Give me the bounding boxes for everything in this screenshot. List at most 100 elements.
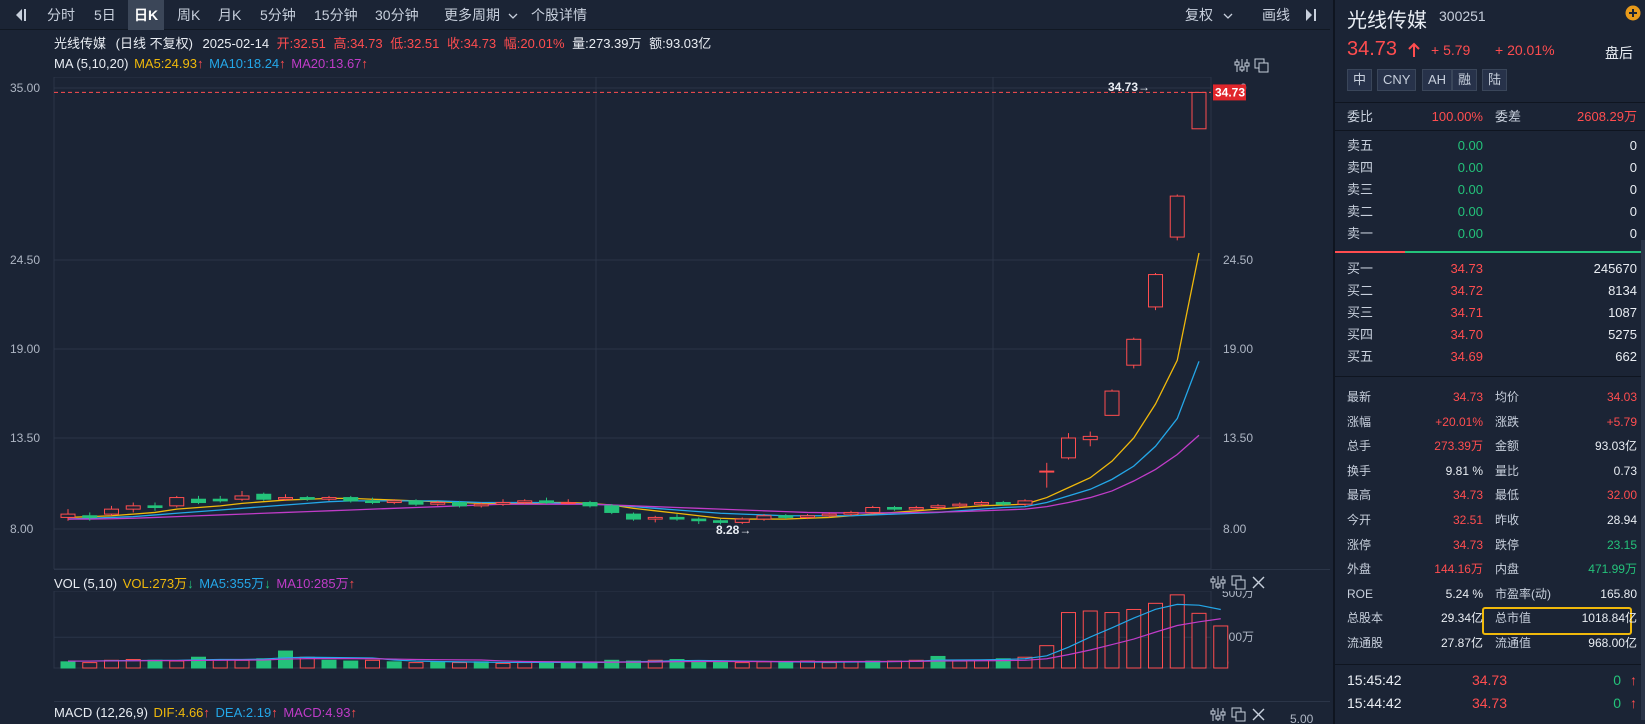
kline-grid — [53, 77, 1212, 569]
fuquan-dropdown[interactable]: 复权 — [1185, 0, 1233, 30]
vol-grid — [53, 591, 1212, 669]
ask-row[interactable]: 卖三 0.00 0 — [1347, 177, 1637, 202]
chevron-down-icon — [1223, 13, 1233, 19]
tab-15min[interactable]: 15分钟 — [314, 7, 358, 23]
candle — [952, 503, 968, 507]
more-periods-dropdown[interactable]: 更多周期 — [444, 0, 518, 30]
ask-row[interactable]: 卖五 0.00 0 — [1347, 133, 1637, 158]
vol-ma5-value: MA5:355万 — [199, 576, 265, 591]
volume-bar — [408, 662, 424, 669]
tab-fenshi[interactable]: 分时 — [47, 7, 75, 23]
prev-arrow-icon[interactable] — [14, 9, 30, 21]
bid-row[interactable]: 买三 34.71 1087 — [1347, 300, 1637, 325]
add-watchlist-icon[interactable] — [1625, 5, 1641, 21]
ask-row[interactable]: 卖一 0.00 0 — [1347, 221, 1637, 246]
bid-row[interactable]: 买二 34.72 8134 — [1347, 278, 1637, 303]
vol-tick-label: 200万 — [1222, 630, 1254, 644]
tab-stock-detail[interactable]: 个股详情 — [531, 7, 587, 23]
tag-zhong[interactable]: 中 — [1347, 69, 1373, 91]
vol-tick-label: 500万 — [1222, 591, 1254, 600]
bid-row[interactable]: 买一 34.73 245670 — [1347, 256, 1637, 281]
volume-bar — [343, 660, 359, 669]
ma10-line — [67, 361, 1200, 520]
tag-ah[interactable]: AH — [1422, 69, 1453, 91]
vol-ma10-value: MA10:285万 — [276, 576, 349, 591]
bid-row[interactable]: 买五 34.69 662 — [1347, 344, 1637, 369]
tab-5min[interactable]: 5分钟 — [260, 7, 296, 23]
candle — [778, 515, 794, 518]
weibi-value: 100.00% — [1431, 109, 1483, 124]
macd-switch-icon[interactable] — [1231, 707, 1246, 722]
volume-bar — [82, 662, 98, 669]
tag-lu[interactable]: 陆 — [1482, 69, 1508, 91]
stat-value: +5.79 — [1606, 414, 1637, 429]
ask-row[interactable]: 卖四 0.00 0 — [1347, 155, 1637, 180]
info-high: 高:34.73 — [333, 36, 383, 51]
tick-row: 15:44:42 34.73 0 ↑ — [1347, 691, 1637, 716]
buy-sell-ratio-red — [1335, 251, 1405, 253]
bid-row[interactable]: 买四 34.70 5275 — [1347, 322, 1637, 347]
volume-bar — [604, 659, 620, 669]
ask-price: 0.00 — [1457, 182, 1483, 197]
stat-row: 总股本 29.34亿 总市值 1018.84亿 — [1347, 606, 1637, 631]
tag-rong[interactable]: 融 — [1452, 69, 1478, 91]
vol-close-icon[interactable] — [1252, 576, 1265, 589]
info-open: 开:32.51 — [276, 36, 326, 51]
stat-label: 总市值 — [1495, 611, 1532, 626]
bid-label: 买四 — [1347, 327, 1374, 342]
candle — [191, 498, 206, 504]
stat-label: 量比 — [1495, 463, 1520, 478]
macd-axis-tick: 5.00 — [1290, 712, 1314, 724]
vol-settings-icon[interactable] — [1210, 575, 1226, 590]
ask-label: 卖三 — [1347, 182, 1374, 197]
candle — [1104, 390, 1120, 416]
next-arrow-icon[interactable] — [1304, 9, 1318, 21]
tab-5day[interactable]: 5日 — [94, 7, 116, 23]
kline-info-bar: 光线传媒 (日线 不复权) 2025-02-14 开:32.51 高:34.73… — [54, 33, 711, 52]
macd-close-icon[interactable] — [1252, 708, 1265, 721]
dif-value: DIF:4.66 — [153, 705, 204, 720]
macd-settings-icon[interactable] — [1210, 707, 1226, 722]
stat-label: 涨跌 — [1495, 414, 1520, 429]
tag-cny[interactable]: CNY — [1377, 69, 1417, 91]
draw-line-button[interactable]: 画线 — [1262, 7, 1290, 23]
kline-chart[interactable]: 35.00 24.50 19.00 13.50 8.00 24.50 19.00 13.50… — [0, 77, 1330, 569]
indicator-settings-icon[interactable] — [1234, 58, 1250, 73]
tab-daily-k[interactable]: 日K — [128, 0, 165, 30]
tab-30min[interactable]: 30分钟 — [375, 7, 419, 23]
tick-up-arrow-icon: ↑ — [1630, 672, 1637, 688]
volume-bar — [647, 659, 663, 669]
stat-value: 0.73 — [1613, 463, 1637, 478]
candle — [995, 502, 1011, 505]
high-annotation: 34.73→ — [1108, 80, 1150, 94]
candle — [278, 497, 293, 500]
vol-switch-icon[interactable] — [1231, 575, 1246, 590]
stat-label: 市盈率(动) — [1495, 586, 1551, 601]
tab-monthly-k[interactable]: 月K — [218, 7, 242, 23]
stat-value: 9.81 % — [1445, 463, 1483, 478]
candle — [82, 515, 98, 518]
ask-row[interactable]: 卖二 0.00 0 — [1347, 199, 1637, 224]
volume-bar — [560, 662, 576, 669]
stat-label: 换手 — [1347, 463, 1372, 478]
switch-indicator-icon[interactable] — [1254, 58, 1269, 73]
macd-value: MACD:4.93 — [283, 705, 351, 720]
weibi-row: 委比 100.00% 委差 2608.29万 — [1347, 104, 1637, 129]
stat-row: 今开 32.51 昨收 28.94 — [1347, 508, 1637, 533]
candle — [539, 500, 554, 504]
volume-bar — [952, 660, 968, 669]
stat-value: 144.16万 — [1434, 562, 1483, 577]
bid-volume: 8134 — [1608, 283, 1637, 298]
vol-legend: VOL (5,10) VOL:273万↓ MA5:355万↓ MA10:285万… — [54, 576, 356, 591]
candle — [147, 505, 163, 508]
volume-bar — [365, 659, 380, 669]
volume-bar — [1213, 625, 1229, 669]
bid-price: 34.72 — [1450, 283, 1483, 298]
bid-price: 34.73 — [1450, 261, 1483, 276]
candle — [299, 497, 315, 500]
stat-row: ROE 5.24 % 市盈率(动) 165.80 — [1347, 582, 1637, 607]
current-price-label: 34.73 — [1215, 85, 1245, 99]
scrollbar[interactable] — [1641, 240, 1645, 720]
volume-chart[interactable]: 500万200万0 — [0, 591, 1330, 702]
tab-weekly-k[interactable]: 周K — [177, 7, 201, 23]
